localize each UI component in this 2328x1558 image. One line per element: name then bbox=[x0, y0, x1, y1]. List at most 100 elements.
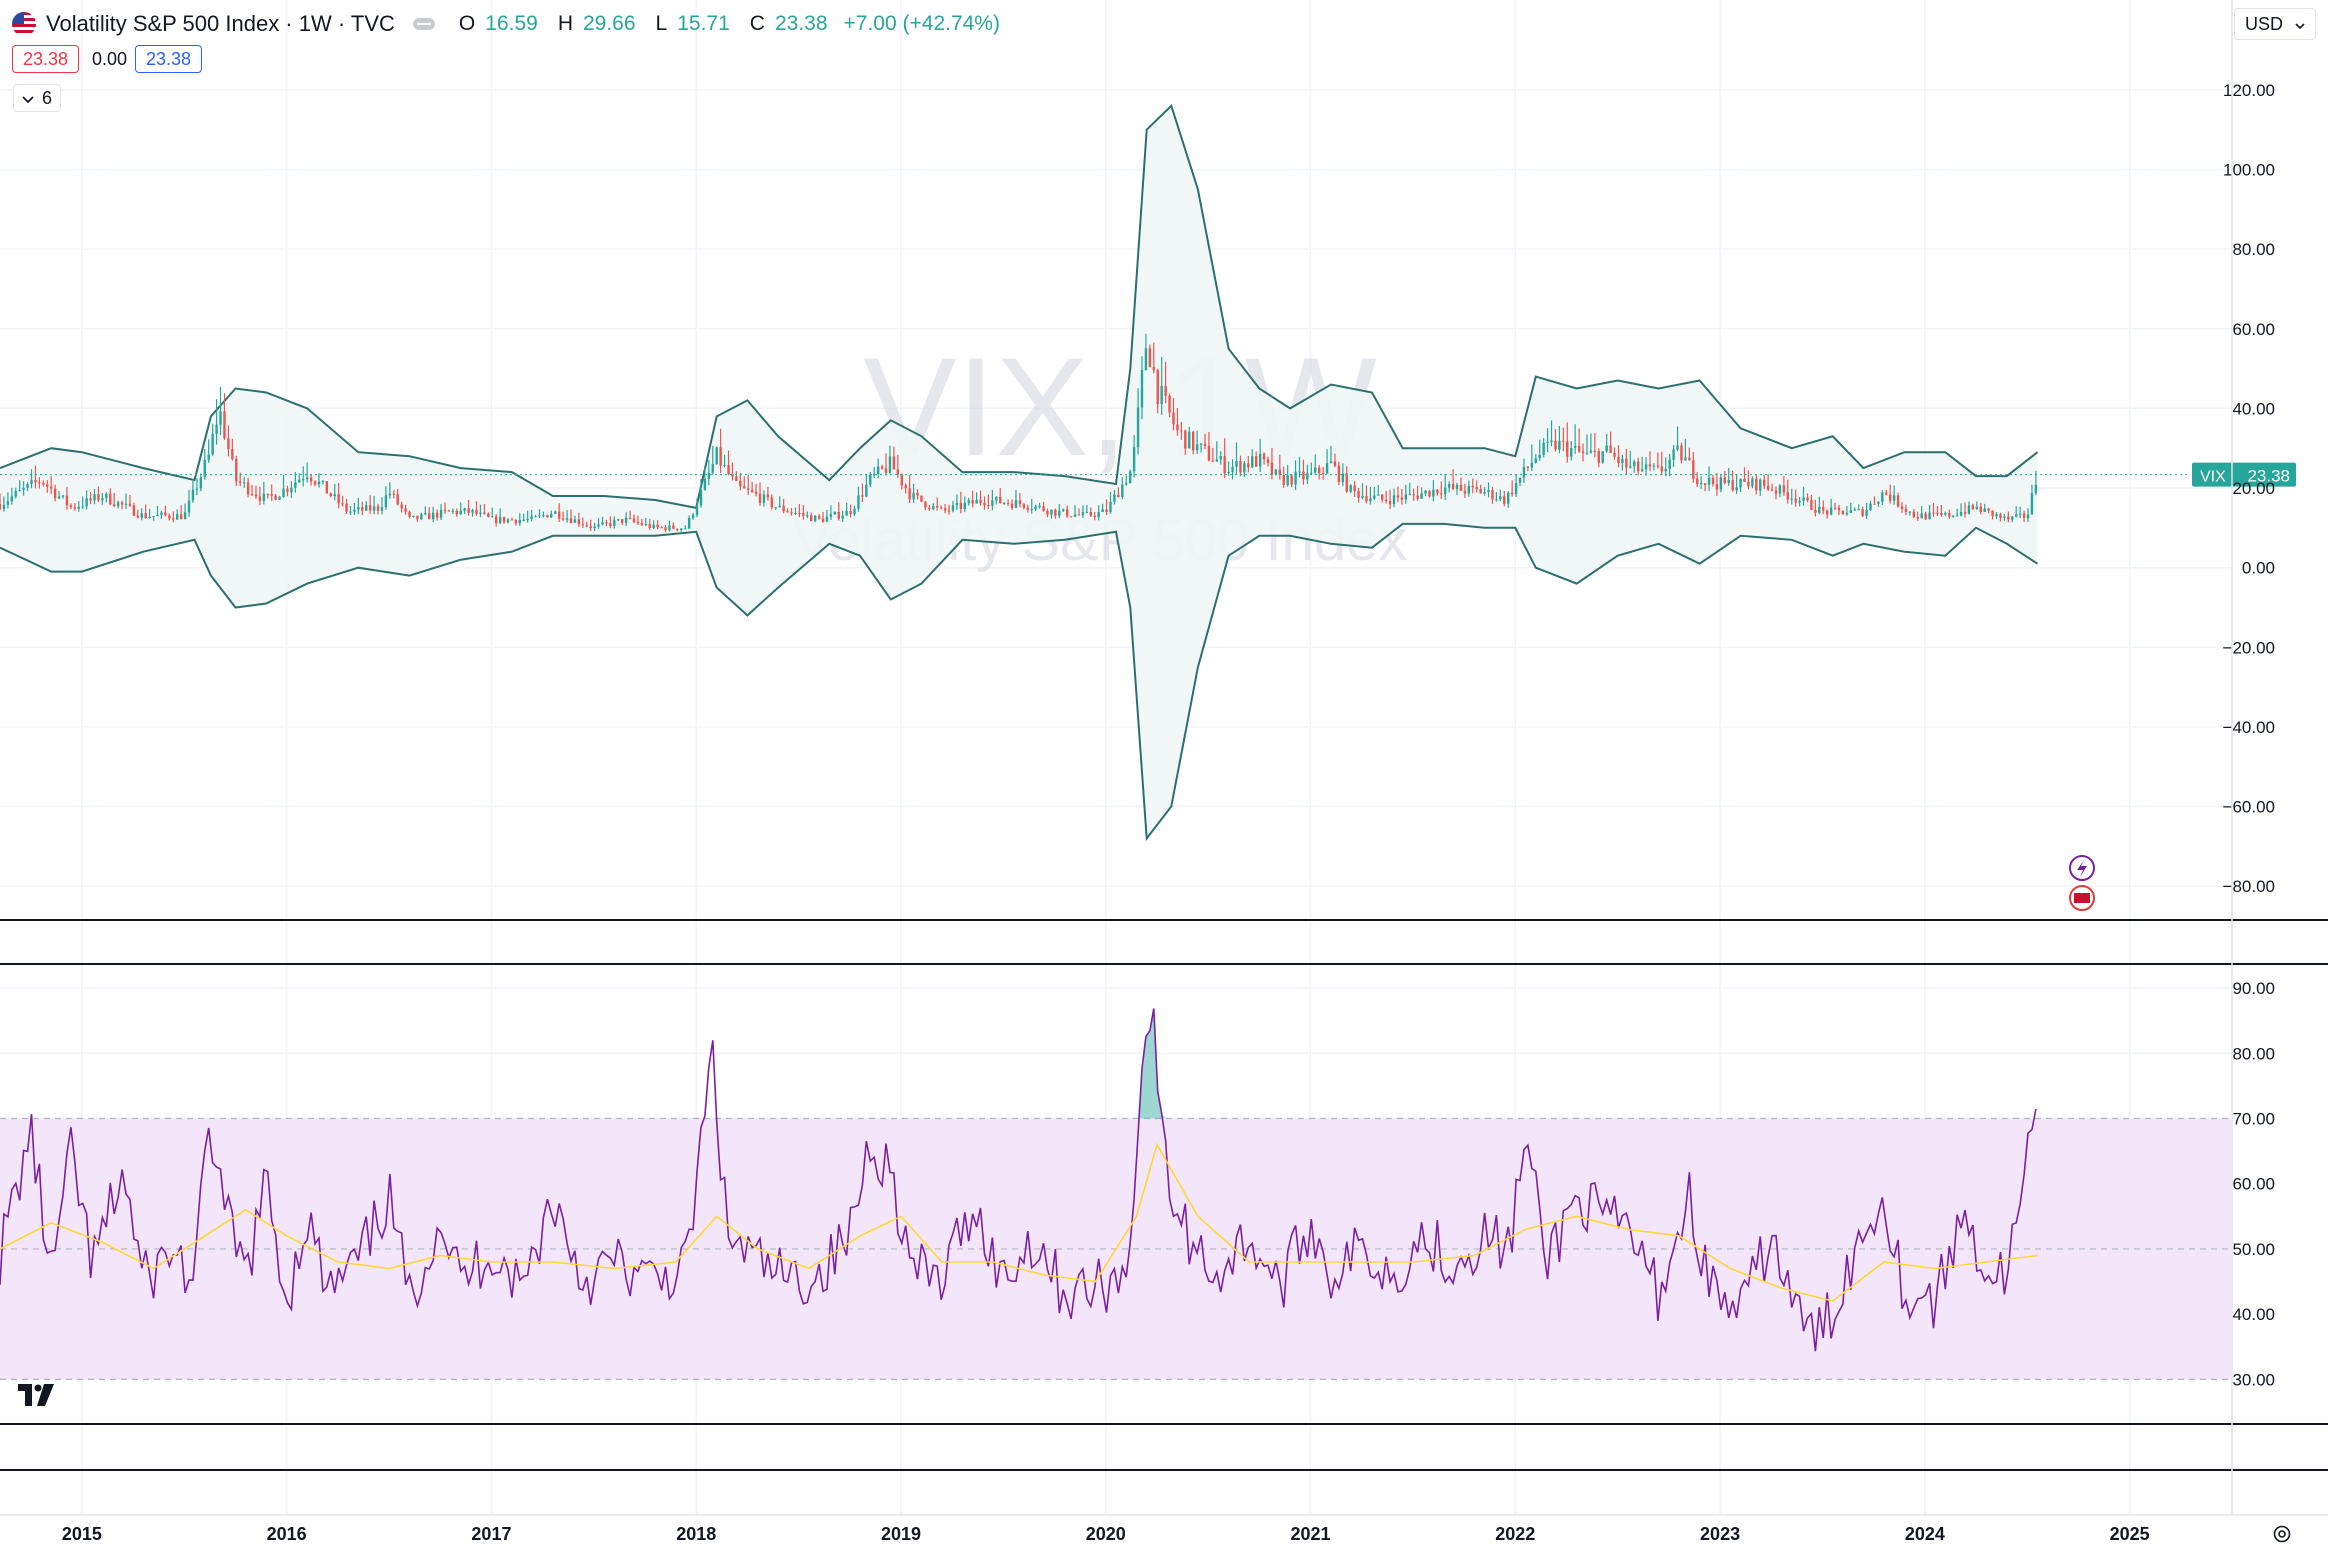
candle-body bbox=[1727, 480, 1730, 484]
candle-body bbox=[1337, 465, 1341, 482]
candle-body bbox=[30, 480, 33, 484]
candle-body bbox=[526, 519, 529, 521]
candle-body bbox=[1526, 466, 1530, 468]
candle-body bbox=[620, 519, 624, 523]
candle-body bbox=[589, 526, 592, 529]
candle-body bbox=[680, 528, 683, 531]
candle-body bbox=[1062, 509, 1065, 511]
candle-body bbox=[2018, 513, 2022, 515]
candle-body bbox=[774, 507, 777, 509]
candle-body bbox=[1491, 489, 1494, 500]
currency-select[interactable]: USD bbox=[2234, 8, 2316, 40]
candle-body bbox=[1696, 478, 1699, 485]
candle-body bbox=[624, 517, 628, 523]
candle-body bbox=[943, 508, 947, 511]
candle-body bbox=[298, 479, 301, 483]
candle-body bbox=[1853, 509, 1856, 511]
candle-body bbox=[1672, 449, 1675, 460]
candle-body bbox=[1731, 480, 1734, 491]
candle-body bbox=[1420, 493, 1423, 499]
rsi-axis-tick: 60.00 bbox=[2232, 1175, 2275, 1194]
candle-body bbox=[951, 505, 955, 511]
candle-body bbox=[1369, 498, 1372, 502]
candle-body bbox=[853, 508, 856, 515]
candle-body bbox=[176, 514, 179, 520]
settings-gear-icon[interactable] bbox=[2268, 1520, 2296, 1548]
indicators-collapse-button[interactable]: 6 bbox=[13, 84, 62, 112]
candle-body bbox=[861, 495, 864, 497]
candle-body bbox=[246, 482, 250, 495]
buy-price-button[interactable]: 23.38 bbox=[135, 45, 203, 73]
candle-body bbox=[1156, 370, 1159, 405]
candle-body bbox=[908, 488, 911, 500]
candle-body bbox=[900, 474, 903, 486]
symbol-title[interactable]: Volatility S&P 500 Index · 1W · TVC bbox=[46, 11, 395, 36]
candle-body bbox=[1703, 483, 1707, 485]
candle-body bbox=[179, 514, 183, 520]
tradingview-logo-icon[interactable] bbox=[18, 1380, 58, 1414]
candle-body bbox=[1743, 478, 1746, 482]
candle-body bbox=[424, 513, 427, 515]
candle-body bbox=[601, 522, 604, 525]
candle-body bbox=[1857, 509, 1860, 511]
candle-body bbox=[1483, 492, 1486, 494]
chevron-down-icon bbox=[2295, 14, 2305, 35]
candle-body bbox=[1408, 494, 1411, 496]
candle-body bbox=[750, 489, 754, 492]
open-label: O bbox=[458, 12, 476, 35]
candle-body bbox=[1636, 461, 1640, 472]
candle-body bbox=[1002, 502, 1006, 504]
candle-body bbox=[380, 507, 384, 511]
candle-body bbox=[1759, 479, 1762, 491]
candle-body bbox=[1585, 452, 1589, 454]
candle-body bbox=[1294, 471, 1297, 485]
hide-legend-toggle-icon[interactable] bbox=[412, 18, 435, 30]
candle-body bbox=[172, 518, 175, 520]
candle-body bbox=[388, 493, 392, 496]
time-axis-tick: 2023 bbox=[1700, 1524, 1740, 1544]
low-value: 15.71 bbox=[677, 12, 730, 35]
candle-body bbox=[1136, 407, 1140, 448]
candle-body bbox=[1499, 496, 1502, 500]
candle-body bbox=[1058, 510, 1061, 516]
candle-body bbox=[1325, 463, 1329, 474]
candle-body bbox=[475, 509, 478, 515]
candle-body bbox=[1314, 467, 1317, 473]
candle-body bbox=[1207, 445, 1211, 461]
rsi-axis-tick: 30.00 bbox=[2232, 1370, 2275, 1389]
candle-body bbox=[731, 474, 734, 477]
candle-body bbox=[34, 480, 37, 483]
symbol-legend: Volatility S&P 500 Index · 1W · TVC O 16.… bbox=[12, 8, 1000, 40]
candle-body bbox=[632, 518, 636, 522]
candle-body bbox=[975, 499, 978, 504]
price-axis-tick: −40.00 bbox=[2223, 718, 2275, 737]
candle-body bbox=[183, 512, 187, 520]
last-price-value: 23.38 bbox=[2247, 467, 2290, 486]
candle-body bbox=[1633, 461, 1636, 467]
candle-body bbox=[1341, 473, 1345, 482]
candle-body bbox=[258, 496, 262, 501]
price-axis-tick: 20.00 bbox=[2232, 479, 2275, 498]
high-label: H bbox=[557, 12, 573, 35]
candle-body bbox=[254, 494, 258, 497]
candle-body bbox=[1896, 495, 1900, 507]
candle-body bbox=[1668, 459, 1671, 469]
candle-body bbox=[49, 486, 53, 489]
last-price-label: VIX 23.38 bbox=[2192, 462, 2296, 487]
candle-body bbox=[38, 482, 41, 484]
candle-body bbox=[463, 508, 466, 511]
candle-body bbox=[790, 512, 793, 514]
time-axis-tick: 2018 bbox=[676, 1524, 716, 1544]
candle-body bbox=[333, 494, 336, 497]
candle-body bbox=[223, 411, 226, 439]
candle-body bbox=[1223, 456, 1226, 474]
candle-body bbox=[936, 505, 939, 508]
candle-body bbox=[1747, 481, 1750, 487]
candle-body bbox=[2, 504, 6, 510]
candle-body bbox=[1132, 447, 1136, 472]
candle-body bbox=[1888, 494, 1892, 501]
sell-price-button[interactable]: 23.38 bbox=[12, 45, 80, 73]
candle-body bbox=[1609, 445, 1612, 453]
candle-body bbox=[1948, 512, 1951, 517]
